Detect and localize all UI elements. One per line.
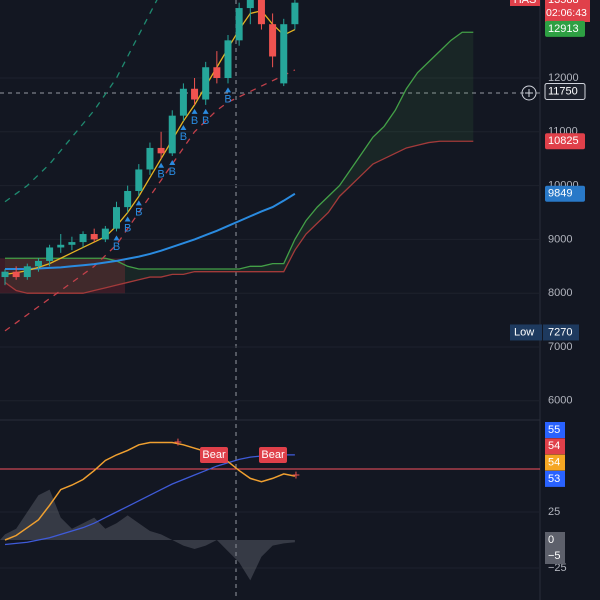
low-label: Low <box>514 326 534 338</box>
signal-label: B <box>135 206 142 218</box>
candle-body <box>23 266 31 278</box>
signal-arrow <box>158 162 165 168</box>
osc-badge-label: 54 <box>548 440 560 452</box>
price-tick-label: 6000 <box>548 395 572 407</box>
cloud-top-line <box>5 31 474 270</box>
signal-label: B <box>113 241 120 253</box>
candle-body <box>146 147 154 170</box>
ma-yellow <box>4 10 296 276</box>
candle-body <box>202 67 210 100</box>
osc-badge-label: 54 <box>548 457 560 469</box>
signal-arrow <box>191 108 198 114</box>
candle-body <box>224 40 232 78</box>
candle-body <box>280 24 288 84</box>
price-tick-label: 12000 <box>548 72 579 84</box>
osc-value-badge <box>545 548 565 564</box>
bear-label: Bear <box>261 449 285 461</box>
bear-badge <box>259 447 287 463</box>
price-badge-label: 10825 <box>548 135 579 147</box>
low-badge <box>510 324 542 341</box>
candle-body <box>157 147 165 154</box>
signal-arrow <box>113 235 120 241</box>
price-badge <box>545 20 585 37</box>
osc-badge-label: 53 <box>548 473 560 485</box>
osc-tick-label: −25 <box>548 562 567 574</box>
candle-body <box>57 244 65 248</box>
osc-badge <box>545 422 565 438</box>
candle-body <box>213 67 221 78</box>
cross-marker: + <box>292 467 300 483</box>
low-value-badge <box>543 324 579 341</box>
candle-body <box>235 8 243 41</box>
candle-body <box>68 242 76 245</box>
cross-marker: + <box>174 434 182 450</box>
signal-arrow <box>135 200 142 206</box>
osc-value-label: 0 <box>548 534 554 546</box>
add-button[interactable] <box>521 85 537 101</box>
candle-body <box>12 271 20 278</box>
price-tick-label: 7000 <box>548 341 572 353</box>
signal-label: B <box>124 222 131 234</box>
price-tick-label: 9000 <box>548 233 572 245</box>
bear-badge <box>200 447 228 463</box>
candle-body <box>257 0 265 25</box>
signal-label: B <box>157 169 164 181</box>
osc-badge <box>545 438 565 455</box>
osc-value-badge <box>545 532 565 548</box>
candle-body <box>1 271 9 278</box>
osc-area <box>0 489 295 581</box>
candle-body <box>269 24 277 57</box>
top-badge <box>545 0 590 22</box>
bear-label: Bear <box>202 449 226 461</box>
osc-blue-line <box>4 454 295 546</box>
osc-value-label: −5 <box>548 550 561 562</box>
osc-badge <box>545 454 565 471</box>
candle-body <box>79 234 87 243</box>
candle-body <box>291 2 299 25</box>
signal-label: B <box>224 93 231 105</box>
candle-body <box>46 247 54 261</box>
price-tick-label: 8000 <box>548 287 572 299</box>
signal-arrow <box>180 125 187 131</box>
candle-body <box>34 260 42 267</box>
cloud-bottom-line <box>4 140 474 294</box>
signal-arrow <box>169 160 176 166</box>
band-upper <box>4 0 158 203</box>
candle-body <box>135 169 143 191</box>
osc-badge-label: 55 <box>548 424 560 436</box>
symbol-label: HAS <box>514 0 537 6</box>
signal-label: B <box>169 166 176 178</box>
signal-label: B <box>191 115 198 127</box>
price-badge-label: 12913 <box>548 23 579 35</box>
candle-body <box>246 0 254 9</box>
low-value: 7270 <box>548 326 572 338</box>
price-badge <box>544 82 586 100</box>
candle-body <box>101 228 109 240</box>
symbol-badge <box>510 0 540 6</box>
price-badge-label: 9849 <box>548 188 572 200</box>
candle-body <box>179 88 187 116</box>
osc-orange-line <box>4 441 296 541</box>
price-badge <box>545 185 585 202</box>
candle-body <box>113 207 120 229</box>
osc-badge <box>545 470 565 487</box>
signal-label: B <box>202 115 209 127</box>
ma-blue <box>5 192 296 270</box>
price-badge-label: 11750 <box>548 85 578 97</box>
signal-arrow <box>124 216 131 222</box>
signal-arrow <box>225 87 231 93</box>
candle-body <box>90 234 98 240</box>
top-price: 13588 <box>548 0 579 6</box>
osc-tick-label: 25 <box>548 506 560 518</box>
candle-body <box>168 115 176 154</box>
signal-label: B <box>180 131 187 143</box>
candle-body <box>191 88 199 100</box>
price-badge <box>545 133 585 150</box>
countdown: 02:06:43 <box>546 7 587 19</box>
candle-body <box>124 190 132 208</box>
signal-arrow <box>202 108 209 114</box>
